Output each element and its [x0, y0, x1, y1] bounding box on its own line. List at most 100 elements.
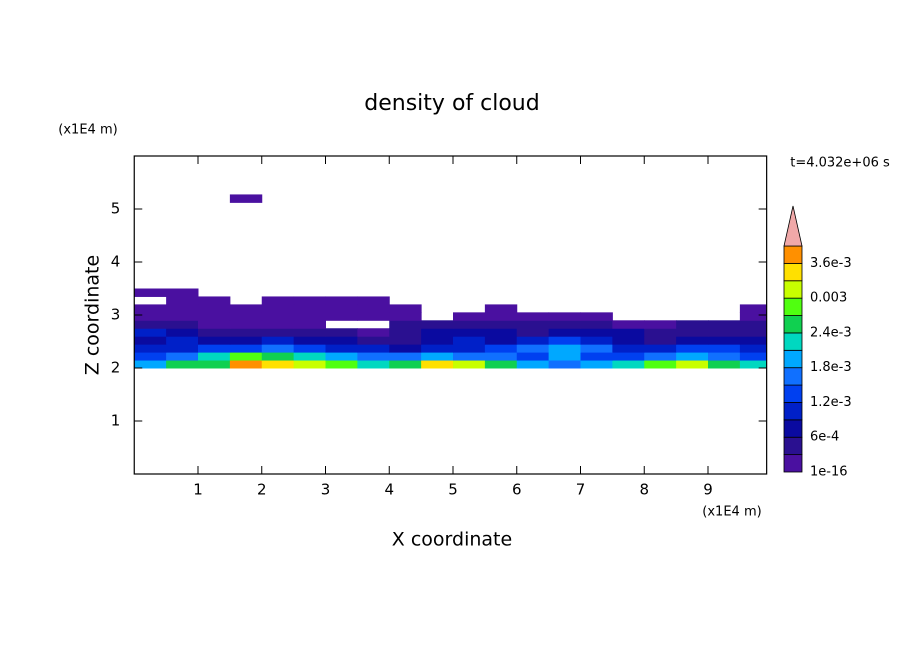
colorbar-box	[783, 419, 803, 438]
field-cell	[708, 328, 741, 337]
y-unit: (x1E4 m)	[58, 123, 117, 138]
field-cell	[198, 296, 231, 305]
field-cell	[389, 336, 422, 345]
field-cell	[325, 360, 358, 369]
field-cell	[357, 344, 390, 353]
field-cell	[453, 344, 486, 353]
field-cell	[293, 352, 326, 361]
colorbar-box	[783, 315, 803, 334]
field-cell	[198, 328, 231, 337]
x-tick-label: 9	[703, 481, 713, 499]
field-cell	[134, 352, 167, 361]
field-cell	[708, 320, 741, 329]
field-cell	[166, 352, 199, 361]
field-cell	[453, 352, 486, 361]
field-cell	[644, 328, 677, 337]
x-unit: (x1E4 m)	[702, 505, 761, 520]
colorbar-label: 2.4e-3	[810, 325, 852, 340]
field-cell	[198, 312, 231, 321]
field-cell	[229, 352, 263, 361]
field-cell	[198, 304, 231, 313]
field-cell	[389, 320, 422, 329]
field-cell	[134, 304, 167, 313]
x-tick-label: 3	[321, 481, 331, 499]
field-cell	[357, 352, 390, 361]
x-tick-label: 1	[193, 481, 203, 499]
field-cell	[548, 360, 581, 369]
y-tick-label: 3	[111, 306, 121, 324]
field-cell	[229, 304, 263, 313]
field-cell	[325, 344, 358, 353]
y-tick-label: 4	[111, 253, 121, 271]
field-cell	[676, 360, 709, 369]
x-tick-label: 2	[257, 481, 267, 499]
field-cell	[229, 336, 263, 345]
field-cell	[325, 296, 358, 305]
field-cell	[293, 360, 326, 369]
field-cell	[708, 352, 741, 361]
field-cell	[612, 336, 645, 345]
field-cell	[261, 336, 295, 345]
colorbar-box	[783, 262, 803, 282]
field-cell	[484, 320, 518, 329]
field-cell	[134, 320, 167, 329]
field-cell	[580, 336, 613, 345]
field-cell	[484, 304, 518, 313]
field-cell	[261, 304, 295, 313]
field-cell	[580, 312, 613, 321]
field-cell	[612, 344, 645, 353]
field-cell	[357, 296, 390, 305]
field-cell	[229, 320, 263, 329]
field-cell	[516, 328, 550, 337]
field-cell	[134, 328, 167, 337]
field-cell	[166, 344, 199, 353]
field-cell	[357, 304, 390, 313]
field-cell	[293, 328, 326, 337]
field-cell	[548, 344, 581, 353]
x-tick-label: 6	[512, 481, 522, 499]
field-cell	[676, 320, 709, 329]
field-cell	[325, 328, 358, 337]
field-cell	[739, 360, 767, 369]
field-cell	[612, 352, 645, 361]
y-axis-label: Z coordinate	[82, 255, 104, 375]
field-cell	[134, 312, 167, 321]
field-cell	[198, 344, 231, 353]
field-cell	[166, 328, 199, 337]
field-cell	[708, 360, 741, 369]
x-tick-label: 8	[639, 481, 649, 499]
colorbar-box	[783, 349, 803, 369]
field-cell	[261, 360, 295, 369]
field-cell	[453, 312, 486, 321]
field-cell	[453, 360, 486, 369]
field-cell	[516, 344, 550, 353]
field-cell	[166, 336, 199, 345]
field-cell	[198, 336, 231, 345]
field-cell	[166, 360, 199, 369]
field-cell	[166, 296, 199, 305]
colorbar-label: 1.8e-3	[810, 360, 852, 375]
field-cell	[261, 320, 295, 329]
y-tick-label: 5	[111, 200, 121, 218]
field-cell	[293, 344, 326, 353]
field-cell	[261, 328, 295, 337]
field-cell	[325, 304, 358, 313]
contour-field	[134, 194, 767, 369]
field-cell	[548, 352, 581, 361]
colorbar-box	[783, 436, 803, 456]
field-cell	[198, 360, 231, 369]
field-cell	[453, 328, 486, 337]
field-cell	[580, 344, 613, 353]
field-cell	[293, 320, 326, 329]
field-cell	[739, 312, 767, 321]
field-cell	[644, 320, 677, 329]
field-cell	[357, 312, 390, 321]
colorbar-box	[783, 454, 803, 473]
field-cell	[739, 352, 767, 361]
field-cell	[229, 312, 263, 321]
field-cell	[676, 328, 709, 337]
x-axis-label: X coordinate	[392, 529, 512, 551]
field-cell	[229, 328, 263, 337]
field-cell	[676, 344, 709, 353]
field-cell	[166, 312, 199, 321]
